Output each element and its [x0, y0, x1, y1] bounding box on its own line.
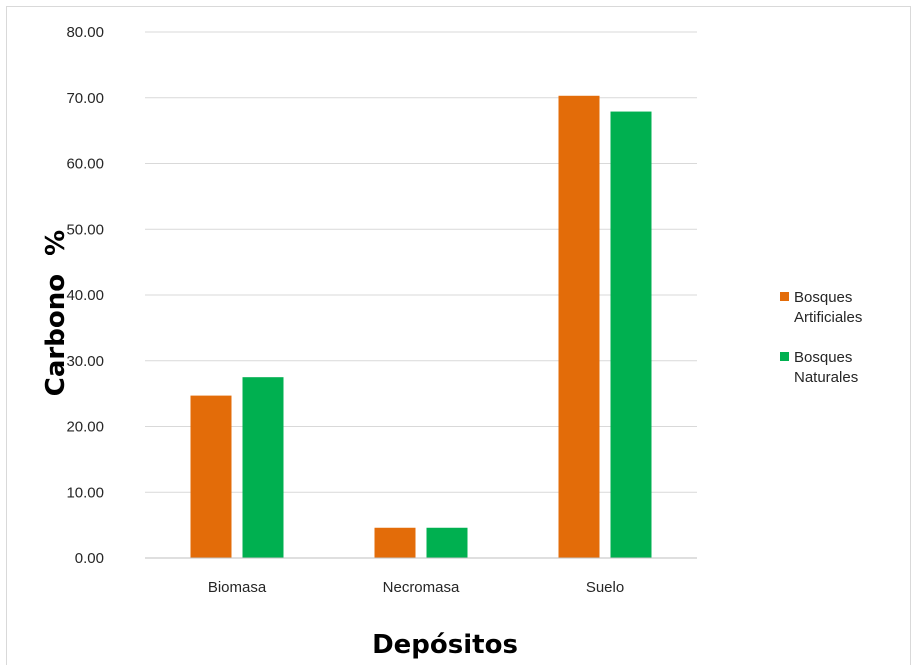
- legend-label-line: Bosques: [794, 349, 852, 366]
- y-tick-label: 50.00: [66, 221, 104, 238]
- legend-label: Bosques Naturales: [794, 349, 858, 386]
- x-category-label: Necromasa: [383, 579, 460, 596]
- y-axis-ticks: 0.00 10.00 20.00 30.00 40.00 50.00 60.00 70.00 8…: [66, 24, 104, 567]
- x-category-label: Biomasa: [208, 579, 267, 596]
- y-tick-label: 40.00: [66, 287, 104, 304]
- legend-swatch: [780, 352, 789, 361]
- bar-biomasa-naturales: [242, 377, 284, 558]
- y-tick-label: 70.00: [66, 90, 104, 107]
- x-axis-categories: Biomasa Necromasa Suelo: [208, 579, 624, 596]
- y-tick-label: 10.00: [66, 484, 104, 501]
- x-axis-title: Depósitos: [372, 630, 518, 660]
- legend-label: Bosques Artificiales: [794, 289, 862, 326]
- bar-suelo-artificiales: [558, 95, 600, 558]
- y-tick-label: 80.00: [66, 24, 104, 41]
- y-axis-title: Carbono %: [41, 230, 71, 396]
- y-tick-label: 30.00: [66, 353, 104, 370]
- x-category-label: Suelo: [586, 579, 624, 596]
- bar-suelo-naturales: [610, 111, 652, 559]
- bars: [190, 95, 652, 559]
- gridlines: [145, 31, 697, 493]
- y-tick-label: 20.00: [66, 419, 104, 436]
- bar-necromasa-artificiales: [374, 527, 416, 558]
- y-tick-label: 60.00: [66, 156, 104, 173]
- legend-label-line: Artificiales: [794, 309, 862, 326]
- bar-necromasa-naturales: [426, 527, 468, 558]
- bar-biomasa-artificiales: [190, 395, 232, 558]
- y-tick-label: 0.00: [75, 550, 104, 567]
- legend-swatch: [780, 292, 789, 301]
- legend-label-line: Bosques: [794, 289, 852, 306]
- legend: Bosques Artificiales Bosques Naturales: [780, 289, 862, 386]
- legend-label-line: Naturales: [794, 369, 858, 386]
